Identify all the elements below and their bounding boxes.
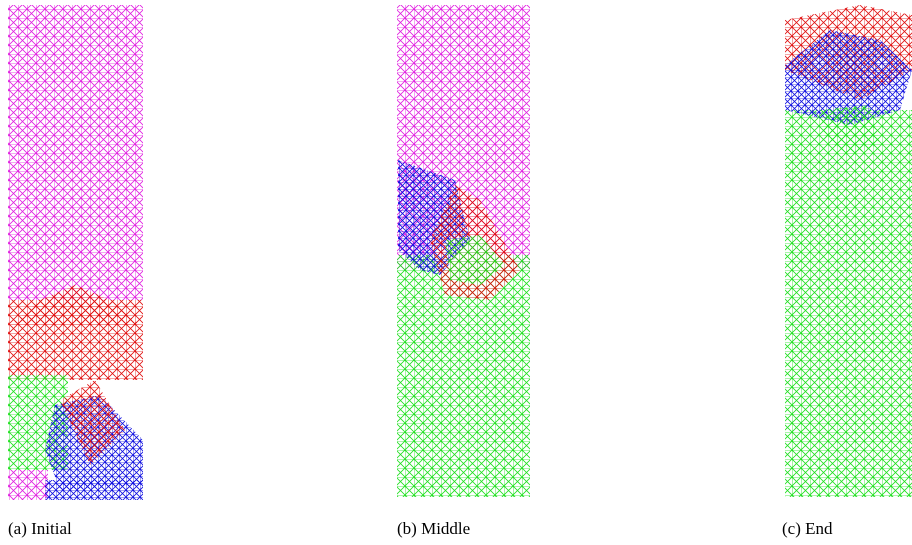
mesh-region <box>45 480 143 500</box>
mesh-initial <box>8 5 143 500</box>
page: (a) Initial (b) Middle (c) End (() => { … <box>0 0 912 545</box>
mesh-end <box>785 5 912 497</box>
caption: (c) End <box>782 519 833 538</box>
mesh-region <box>8 5 143 300</box>
caption: (a) Initial <box>8 519 72 538</box>
figure: (a) Initial (b) Middle (c) End <box>0 0 912 545</box>
mesh-region <box>8 470 48 500</box>
caption: (b) Middle <box>397 519 470 538</box>
mesh-region <box>785 110 912 497</box>
mesh-middle <box>397 5 530 497</box>
